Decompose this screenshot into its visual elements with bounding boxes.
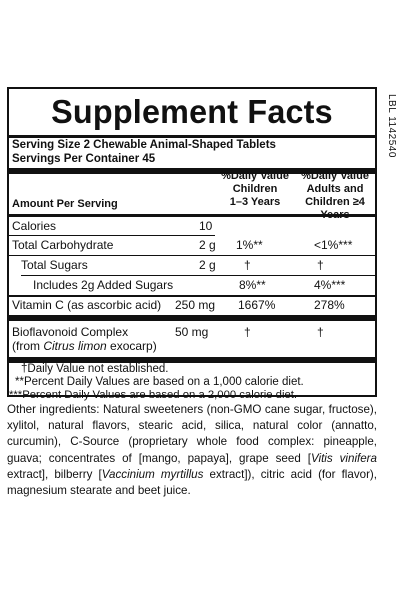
row-line: [9, 255, 375, 256]
row-name: Calories: [12, 219, 57, 233]
divider: [9, 295, 375, 297]
row-amount: 2 g: [199, 258, 216, 272]
row-name: Bioflavonoid Complex: [12, 325, 129, 339]
supplement-facts-panel: Supplement Facts Serving Size 2 Chewable…: [7, 87, 377, 401]
row-dv-children: 8%**: [239, 278, 266, 292]
footnote: †Daily Value not established.: [21, 363, 169, 375]
footnote: **Percent Daily Values are based on a 1,…: [15, 376, 304, 388]
servings-per-container: Servings Per Container 45: [12, 153, 156, 165]
label-code: LBL 1142540: [386, 94, 397, 158]
row-name-source: (from Citrus limon exocarp): [12, 339, 157, 353]
header-children: %Daily Value Children 1–3 Years: [221, 170, 289, 208]
footnote: ***Percent Daily Values are based on a 2…: [9, 389, 298, 401]
row-amount: 2 g: [199, 238, 216, 252]
row-dv-children: †: [244, 258, 251, 272]
row-line: [9, 235, 215, 236]
divider: [9, 357, 375, 363]
row-dv-adults: 278%: [314, 298, 345, 312]
row-dv-children: 1%**: [236, 238, 263, 252]
row-amount: 10: [199, 219, 213, 233]
row-name: Total Sugars: [21, 258, 88, 272]
row-dv-children: 1667%: [238, 298, 276, 312]
row-dv-adults: †: [317, 258, 324, 272]
serving-size: Serving Size 2 Chewable Animal-Shaped Ta…: [12, 139, 276, 151]
panel-title: Supplement Facts: [51, 93, 333, 130]
row-name: Includes 2g Added Sugars: [33, 278, 174, 292]
divider: [9, 168, 375, 174]
row-line: [21, 275, 377, 276]
row-dv-adults: †: [317, 325, 324, 339]
row-name: Total Carbohydrate: [12, 238, 114, 252]
row-dv-adults: <1%***: [314, 238, 353, 252]
divider: [9, 315, 375, 321]
other-ingredients: Other ingredients: Natural sweeteners (n…: [7, 403, 378, 498]
row-amount: 50 mg: [175, 325, 209, 339]
divider: [9, 135, 375, 138]
row-dv-adults: 4%***: [314, 278, 346, 292]
row-amount: 250 mg: [175, 298, 216, 312]
amount-per-serving: Amount Per Serving: [12, 198, 118, 210]
divider: [9, 214, 375, 217]
row-dv-children: †: [244, 325, 251, 339]
row-name: Vitamin C (as ascorbic acid): [12, 298, 162, 312]
